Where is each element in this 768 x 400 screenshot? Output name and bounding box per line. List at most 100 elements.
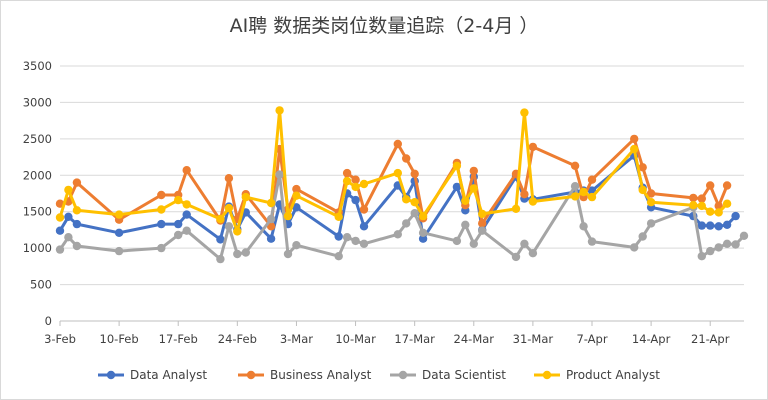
- data-point-product-analyst: [570, 192, 580, 201]
- data-point-product-analyst: [393, 168, 402, 178]
- data-point-data-analyst: [714, 222, 723, 231]
- data-point-data-analyst: [731, 211, 740, 221]
- data-point-data-scientist: [722, 239, 732, 248]
- data-point-data-analyst: [182, 210, 191, 219]
- data-point-product-analyst: [266, 198, 276, 208]
- y-tick-label: 1000: [23, 241, 52, 255]
- data-point-data-scientist: [292, 241, 301, 250]
- data-point-product-analyst: [697, 201, 706, 211]
- data-point-data-analyst: [216, 235, 225, 244]
- legend-item-business-analyst: Business Analyst: [238, 368, 372, 382]
- data-point-business-analyst: [478, 219, 487, 228]
- data-point-data-scientist: [478, 226, 487, 235]
- data-point-data-analyst: [72, 219, 82, 229]
- legend-item-data-scientist: Data Scientist: [390, 368, 506, 382]
- legend-label-product-analyst: Product Analyst: [566, 368, 660, 382]
- data-point-business-analyst: [520, 190, 529, 199]
- data-point-product-analyst: [630, 144, 639, 154]
- data-point-data-scientist: [706, 246, 715, 256]
- x-tick-label: 21-Apr: [691, 332, 730, 346]
- data-point-data-analyst: [55, 226, 65, 235]
- data-point-business-analyst: [638, 163, 647, 172]
- data-point-data-analyst: [157, 219, 166, 229]
- data-point-data-scientist: [359, 239, 369, 248]
- x-tick-label: 14-Apr: [632, 332, 671, 346]
- data-point-data-scientist: [64, 233, 73, 242]
- data-point-data-scientist: [638, 232, 647, 241]
- legend-marker-data-analyst: [106, 370, 116, 380]
- x-tick-label: 17-Feb: [159, 332, 198, 346]
- data-point-data-scientist: [233, 249, 242, 259]
- data-point-data-analyst: [351, 195, 360, 205]
- data-point-data-scientist: [587, 237, 597, 246]
- data-point-business-analyst: [393, 139, 402, 149]
- data-point-data-scientist: [174, 230, 183, 240]
- data-point-data-scientist: [646, 219, 656, 228]
- data-point-data-scientist: [714, 243, 723, 252]
- legend-label-data-analyst: Data Analyst: [130, 368, 207, 382]
- y-tick-label: 500: [30, 278, 52, 292]
- data-point-data-scientist: [266, 214, 276, 224]
- data-point-business-analyst: [528, 142, 538, 152]
- data-point-data-scientist: [418, 228, 428, 237]
- data-point-business-analyst: [469, 166, 478, 176]
- data-point-product-analyst: [511, 204, 521, 213]
- x-tick-label: 24-Feb: [218, 332, 257, 346]
- data-point-data-analyst: [706, 221, 715, 230]
- data-point-business-analyst: [722, 181, 732, 190]
- data-point-data-scientist: [393, 230, 402, 239]
- data-point-data-scientist: [469, 239, 478, 248]
- data-point-data-scientist: [224, 222, 234, 231]
- legend-label-business-analyst: Business Analyst: [270, 368, 372, 382]
- x-tick-label: 3-Feb: [44, 332, 76, 346]
- series-data-scientist: [55, 170, 749, 264]
- axes: 0 500 1000 1500 2000 2500 3000 3500 3-Feb 10-Feb 1…: [23, 59, 744, 346]
- y-tick-label: 2000: [23, 168, 52, 182]
- data-point-data-scientist: [114, 246, 124, 256]
- data-point-data-scientist: [697, 252, 706, 261]
- data-point-business-analyst: [646, 189, 656, 198]
- data-point-product-analyst: [114, 210, 124, 219]
- y-tick-label: 2500: [23, 132, 52, 146]
- legend-marker-data-scientist: [398, 370, 408, 380]
- data-point-product-analyst: [587, 192, 597, 202]
- data-point-data-analyst: [418, 234, 428, 243]
- data-point-product-analyst: [216, 214, 225, 224]
- data-point-data-scientist: [275, 170, 284, 179]
- x-tick-label: 10-Mar: [335, 332, 376, 346]
- data-point-business-analyst: [714, 201, 723, 211]
- data-point-data-scientist: [461, 220, 470, 229]
- data-point-product-analyst: [283, 211, 293, 221]
- legend-item-product-analyst: Product Analyst: [534, 368, 660, 382]
- y-tick-label: 3000: [23, 95, 52, 109]
- data-point-business-analyst: [402, 154, 411, 163]
- legend-marker-business-analyst: [246, 370, 256, 380]
- data-point-product-analyst: [469, 184, 478, 193]
- legend-marker-product-analyst: [542, 370, 552, 380]
- data-point-data-scientist: [283, 249, 293, 259]
- data-point-product-analyst: [410, 198, 419, 207]
- data-point-data-scientist: [182, 226, 191, 235]
- data-point-product-analyst: [528, 197, 538, 206]
- data-point-data-scientist: [72, 241, 82, 251]
- data-point-data-scientist: [739, 231, 749, 240]
- data-point-business-analyst: [292, 184, 301, 194]
- data-point-business-analyst: [706, 181, 715, 190]
- data-point-product-analyst: [359, 179, 369, 189]
- data-point-product-analyst: [646, 198, 656, 207]
- data-point-product-analyst: [461, 196, 470, 205]
- data-point-data-scientist: [216, 254, 225, 264]
- data-point-data-analyst: [64, 212, 73, 221]
- data-point-product-analyst: [706, 207, 715, 216]
- data-point-product-analyst: [402, 195, 411, 204]
- data-point-product-analyst: [722, 199, 732, 208]
- data-point-product-analyst: [174, 195, 183, 205]
- data-point-product-analyst: [64, 185, 73, 195]
- data-point-business-analyst: [410, 169, 419, 178]
- data-point-business-analyst: [570, 161, 580, 170]
- data-point-product-analyst: [520, 108, 529, 117]
- data-point-product-analyst: [689, 201, 698, 210]
- data-point-data-scientist: [402, 219, 411, 228]
